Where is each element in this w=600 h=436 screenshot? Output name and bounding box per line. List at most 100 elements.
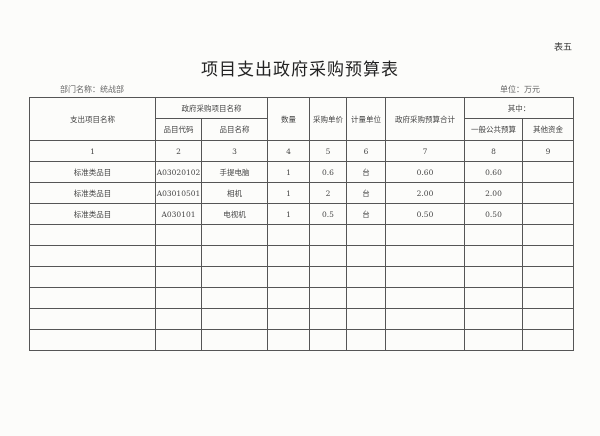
header-proc-name: 政府采购项目名称 xyxy=(155,97,268,119)
table-cell: 8 xyxy=(464,140,523,162)
table-cell: 标准类品目 xyxy=(29,203,156,225)
table-row: 标准类品目 A030101 电视机 1 0.5 台 0.50 0.50 xyxy=(29,203,574,225)
table-cell xyxy=(201,224,268,246)
table-cell: 台 xyxy=(346,161,386,183)
table-cell xyxy=(464,308,523,330)
table-cell xyxy=(201,266,268,288)
header-item-name: 支出项目名称 xyxy=(29,97,156,141)
table-cell xyxy=(464,266,523,288)
table-cell xyxy=(309,224,347,246)
table-cell xyxy=(267,308,310,330)
table-cell xyxy=(522,329,574,351)
table-cell: 6 xyxy=(346,140,386,162)
table-cell xyxy=(385,308,465,330)
table-cell xyxy=(309,308,347,330)
header-code: 品目代码 xyxy=(155,118,202,141)
table-cell xyxy=(522,182,574,204)
table-cell: 0.5 xyxy=(309,203,347,225)
empty-row xyxy=(29,224,574,246)
table-cell xyxy=(522,266,574,288)
table-cell xyxy=(309,245,347,267)
table-cell xyxy=(267,224,310,246)
table-cell xyxy=(464,245,523,267)
table-cell: 0.60 xyxy=(464,161,523,183)
table-cell: 0.6 xyxy=(309,161,347,183)
table-cell xyxy=(29,224,156,246)
table-cell xyxy=(522,203,574,225)
header-general: 一般公共预算 xyxy=(464,118,523,141)
table-cell: 1 xyxy=(29,140,156,162)
table-cell: A030101 xyxy=(155,203,202,225)
table-cell: 4 xyxy=(267,140,310,162)
table-cell: 相机 xyxy=(201,182,268,204)
table-cell xyxy=(346,245,386,267)
procurement-table: 支出项目名称 政府采购项目名称 数量 采购单价 计量单位 政府采购预算合计 其中… xyxy=(29,97,574,351)
table-cell: 0.50 xyxy=(464,203,523,225)
table-cell xyxy=(201,308,268,330)
table-cell xyxy=(155,266,202,288)
empty-row xyxy=(29,287,574,309)
table-cell xyxy=(155,224,202,246)
header-measure: 计量单位 xyxy=(346,97,386,141)
header-name: 品目名称 xyxy=(201,118,268,141)
table-cell xyxy=(464,329,523,351)
table-cell: A03010501 xyxy=(155,182,202,204)
table-cell xyxy=(29,329,156,351)
table-cell: 台 xyxy=(346,203,386,225)
table-cell xyxy=(522,224,574,246)
table-cell xyxy=(346,308,386,330)
table-cell xyxy=(267,287,310,309)
table-cell xyxy=(155,287,202,309)
table-cell: 5 xyxy=(309,140,347,162)
table-cell xyxy=(464,287,523,309)
page-title: 项目支出政府采购预算表 xyxy=(201,60,399,80)
table-cell: 电视机 xyxy=(201,203,268,225)
table-row: 标准类品目 A03020102 手提电脑 1 0.6 台 0.60 0.60 xyxy=(29,161,574,183)
header-total: 政府采购预算合计 xyxy=(385,97,465,141)
table-cell xyxy=(267,245,310,267)
table-cell: 9 xyxy=(522,140,574,162)
table-cell xyxy=(385,266,465,288)
table-cell xyxy=(267,329,310,351)
table-cell xyxy=(155,329,202,351)
table-cell: 1 xyxy=(267,161,310,183)
table-cell xyxy=(201,329,268,351)
empty-row xyxy=(29,266,574,288)
table-cell: 2 xyxy=(309,182,347,204)
table-cell xyxy=(346,266,386,288)
table-cell: A03020102 xyxy=(155,161,202,183)
table-cell xyxy=(346,329,386,351)
table-cell xyxy=(29,308,156,330)
table-cell xyxy=(385,287,465,309)
table-cell xyxy=(385,329,465,351)
empty-row xyxy=(29,329,574,351)
table-cell: 3 xyxy=(201,140,268,162)
table-cell xyxy=(201,287,268,309)
table-cell xyxy=(522,161,574,183)
table-cell: 0.60 xyxy=(385,161,465,183)
table-cell xyxy=(309,329,347,351)
table-cell: 7 xyxy=(385,140,465,162)
table-cell xyxy=(309,266,347,288)
table-cell: 1 xyxy=(267,182,310,204)
table-cell: 标准类品目 xyxy=(29,182,156,204)
table-cell xyxy=(522,287,574,309)
empty-row xyxy=(29,308,574,330)
table-cell xyxy=(522,308,574,330)
table-cell xyxy=(522,245,574,267)
table-cell: 2.00 xyxy=(464,182,523,204)
table-cell xyxy=(385,224,465,246)
table-cell: 1 xyxy=(267,203,310,225)
table-cell xyxy=(201,245,268,267)
table-cell: 手提电脑 xyxy=(201,161,268,183)
table-cell xyxy=(29,245,156,267)
table-cell xyxy=(155,308,202,330)
header-price: 采购单价 xyxy=(309,97,347,141)
header-other: 其他资金 xyxy=(522,118,574,141)
table-cell xyxy=(29,266,156,288)
table-cell xyxy=(155,245,202,267)
table-cell xyxy=(385,245,465,267)
table-cell: 标准类品目 xyxy=(29,161,156,183)
table-cell xyxy=(346,287,386,309)
